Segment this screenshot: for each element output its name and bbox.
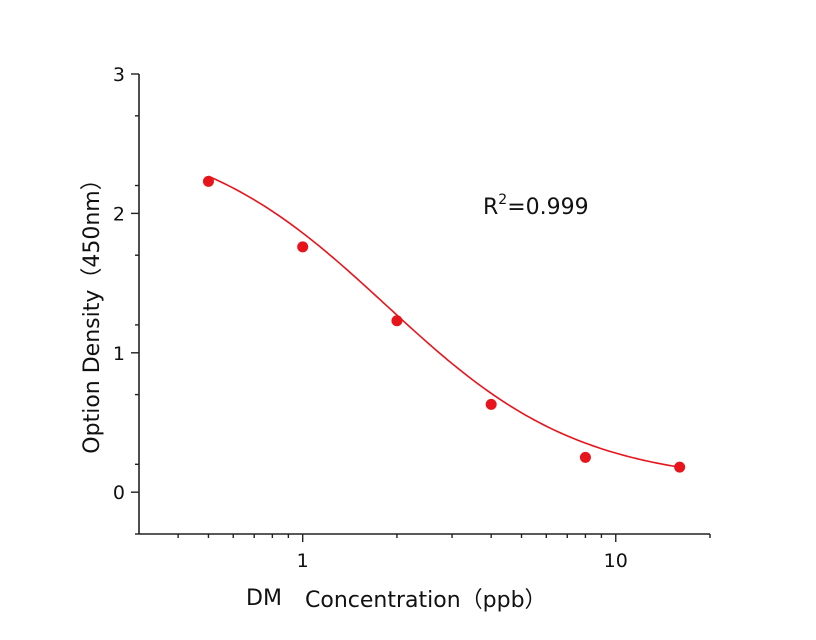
r-squared-annotation: R2=0.999 (483, 192, 589, 220)
x-axis-title: Concentration（ppb） (305, 588, 547, 613)
data-point (485, 398, 497, 410)
data-point (297, 241, 309, 253)
x-tick-label: 10 (604, 550, 628, 572)
data-point (391, 315, 403, 327)
y-tick-label: 3 (113, 64, 125, 86)
r-squared-sup: 2 (498, 192, 507, 208)
r-squared-base: R (483, 195, 498, 220)
data-point (674, 461, 686, 473)
x-tick-label: 1 (297, 550, 309, 572)
data-point (579, 451, 591, 463)
tick-labels: 0 1 2 3 1 10 (113, 64, 628, 572)
y-tick-label: 2 (113, 203, 125, 225)
y-tick-label: 1 (113, 343, 125, 365)
fit-curve (208, 175, 680, 469)
r-squared-value: =0.999 (507, 195, 588, 220)
ticks (131, 73, 711, 542)
data-point (202, 175, 214, 187)
x-axis-prefix: DM (246, 586, 282, 611)
y-tick-label: 0 (113, 482, 125, 504)
axes (138, 74, 710, 535)
data-points (202, 175, 686, 473)
y-axis-title: Option Density（450nm） (80, 168, 105, 453)
